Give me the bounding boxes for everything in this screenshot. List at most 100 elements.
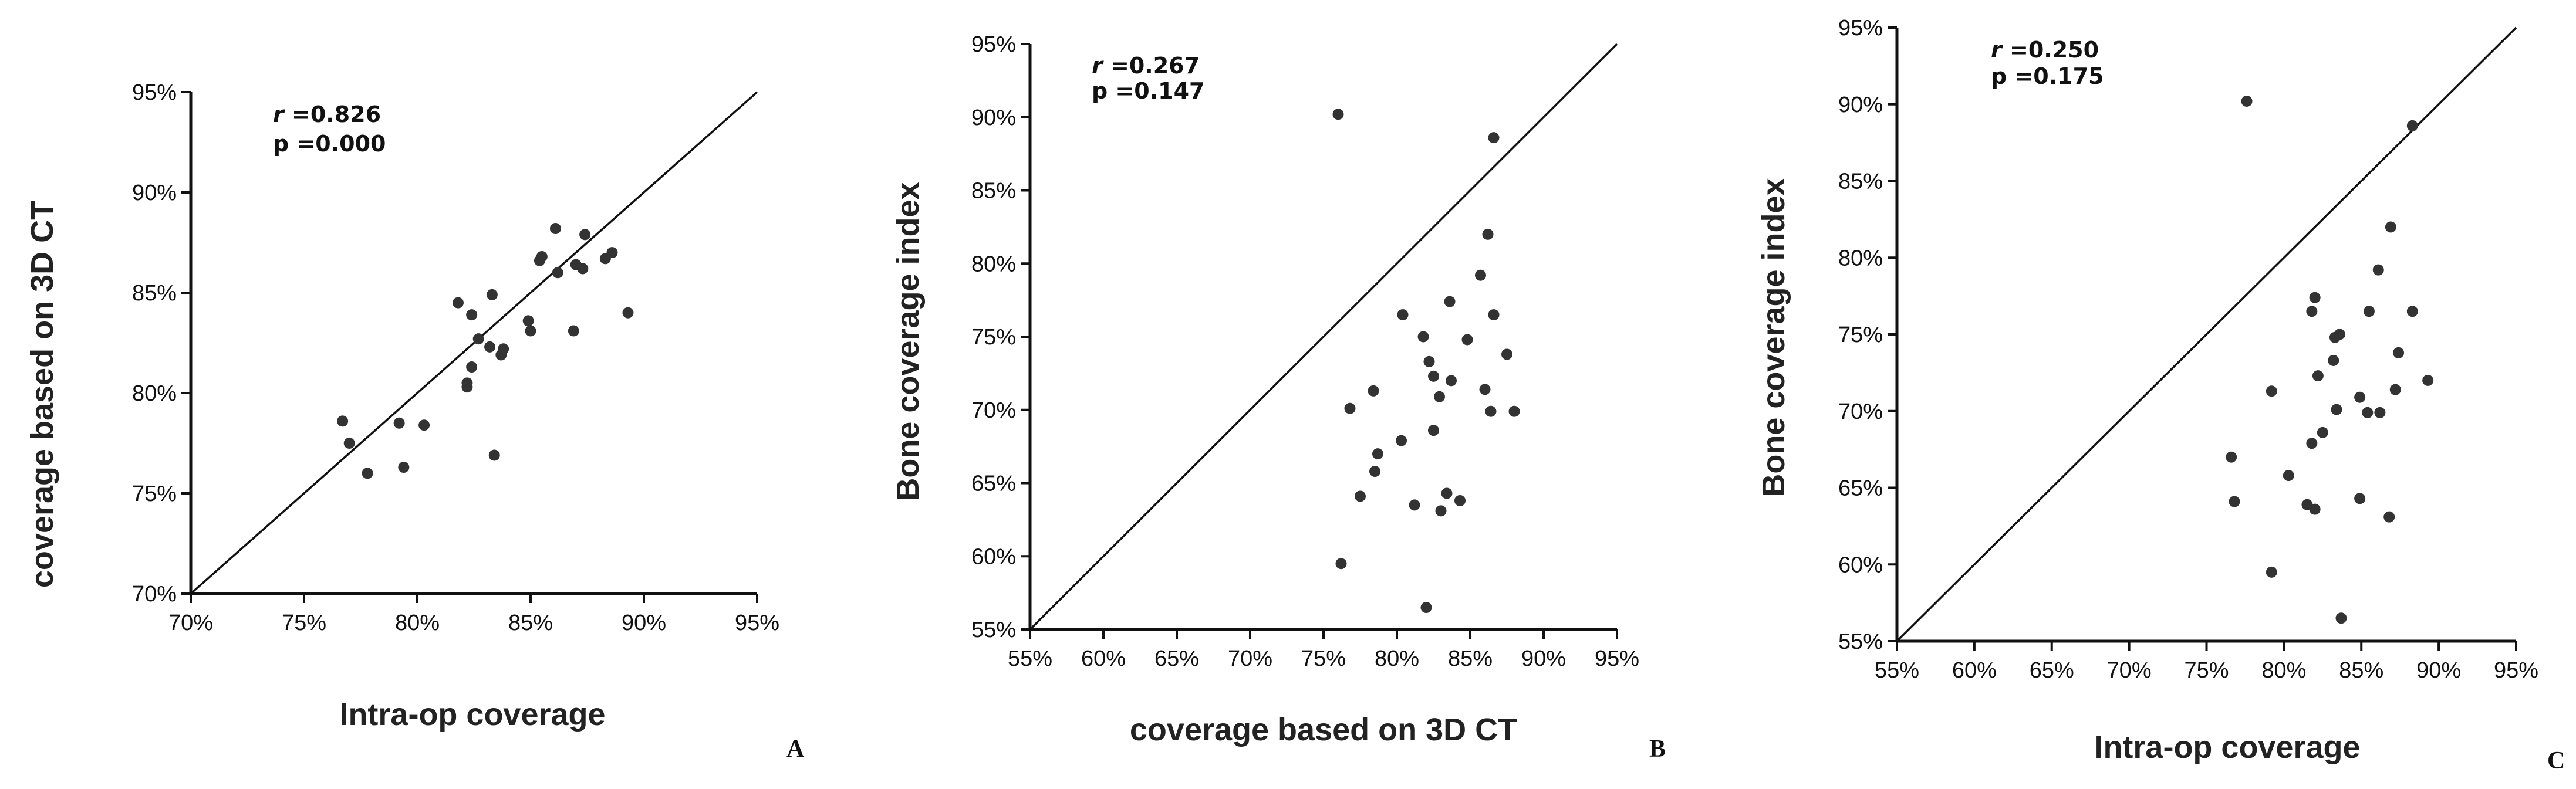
panel-a-x-tick-label: 85% [508, 611, 553, 635]
panel-a-data-point [484, 341, 496, 353]
panel-b-stat-p: p =0.147 [1092, 78, 1204, 104]
panel-b-x-tick-label: 60% [1081, 646, 1126, 671]
panel-a-x-tick-label: 95% [735, 611, 779, 635]
panel-b-data-point [1479, 384, 1491, 395]
panel-b-data-point [1417, 331, 1429, 343]
panel-a-data-point [577, 263, 589, 275]
panel-b-data-point [1461, 334, 1473, 346]
panel-c-data-point [2226, 451, 2237, 463]
panel-a-x-tick-label: 75% [282, 611, 326, 635]
panel-a-y-tick-label: 75% [132, 482, 177, 506]
panel-a-y-axis-title: coverage based on 3D CT [25, 201, 60, 588]
panel-a-data-point [466, 361, 478, 373]
panel-b-data-point [1344, 402, 1356, 414]
panel-a-data-point [393, 417, 405, 429]
panel-a-data-point [549, 223, 561, 235]
panel-b-x-tick-label: 55% [1008, 646, 1052, 671]
panel-c-data-point [2389, 384, 2401, 395]
panel-b-data-point [1409, 499, 1420, 511]
panel-b-r-value: =0.267 [1103, 53, 1200, 79]
panel-c-identity-line [1896, 26, 2517, 642]
panel-a-r-symbol: r [273, 101, 285, 127]
panel-b-data-point [1488, 132, 1500, 144]
panel-b-data-point [1420, 602, 1432, 614]
panel-b-data-point [1397, 309, 1409, 321]
panel-c: 55% 60% 65% 70% 75% 80% 85% 90% 95% 55% 60% 65% 70% 7… [1756, 16, 2565, 774]
panel-b-x-tick-label: 90% [1521, 646, 1566, 671]
panel-b-data-point [1423, 355, 1435, 367]
panel-c-data-point [2354, 391, 2366, 403]
panel-c-data-point [2283, 470, 2294, 482]
panel-c-data-point [2406, 120, 2418, 131]
panel-b-data-point [1396, 435, 1407, 446]
panel-b-x-tick-label: 70% [1228, 646, 1272, 671]
panel-c-y-tick-label: 95% [1838, 16, 1883, 40]
panel-b-data-point [1434, 391, 1445, 402]
panel-a-x-tick-label: 80% [395, 611, 440, 635]
panel-b-data-point [1428, 425, 1439, 436]
panel-c-x-tick-label: 65% [2030, 658, 2074, 683]
panel-c-r-value: =0.250 [2002, 37, 2099, 63]
panel-b-x-tick-label: 95% [1595, 646, 1639, 671]
panel-c-data-point [2363, 306, 2375, 317]
panel-c-x-tick-label: 75% [2184, 658, 2229, 683]
panel-b-data-point [1454, 495, 1466, 506]
panel-a-x-tick-label: 70% [168, 611, 213, 635]
panel-a-data-point [486, 289, 498, 300]
panel-b-x-tick-label: 80% [1375, 646, 1419, 671]
panel-c-data-point [2393, 347, 2405, 358]
panel-a-identity-line [190, 91, 758, 595]
panel-b-data-point [1508, 405, 1520, 417]
panel-c-data-point [2383, 511, 2395, 523]
panel-a-data-point [552, 267, 563, 279]
panel-a-stat-p: p =0.000 [273, 131, 386, 157]
panel-c-data-point [2266, 385, 2277, 397]
panel-c-y-tick-label: 55% [1838, 629, 1883, 654]
panel-c-y-tick-label: 80% [1838, 246, 1883, 270]
panel-a-data-point [452, 297, 464, 309]
panel-c-data-point [2331, 404, 2342, 415]
panel-c-data-point [2309, 503, 2321, 515]
panel-b-data-point [1485, 405, 1497, 417]
panel-c-data-point [2385, 221, 2396, 233]
panel-a-y-tick-label: 90% [132, 181, 177, 205]
panel-a-data-point [337, 415, 349, 427]
panel-b-data-point [1441, 487, 1453, 499]
panel-a-data-point [418, 419, 430, 431]
panel-b-data-point [1335, 558, 1347, 570]
panel-c-data-point [2317, 426, 2328, 438]
panel-b-data-point [1368, 385, 1379, 397]
panel-c-data-point [2362, 407, 2374, 418]
panel-b-data-point [1501, 348, 1512, 360]
panel-b: 55% 60% 65% 70% 75% 80% 85% 90% 95% 55% 60% 65% 70% 7… [890, 32, 1666, 763]
panel-a-data-point [606, 247, 618, 259]
panel-c-r-symbol: r [1991, 37, 2003, 63]
panel-b-y-tick-label: 70% [971, 398, 1016, 423]
panel-b-plot-area: 55% 60% 65% 70% 75% 80% 85% 90% 95% 55% 60% 65% 70% 7… [971, 32, 1639, 671]
panel-a-r-value: =0.826 [284, 101, 381, 127]
panel-c-data-point [2334, 329, 2345, 340]
panel-a-data-point [522, 315, 534, 327]
panel-a-data-point [622, 307, 634, 319]
panel-c-data-point [2312, 370, 2324, 382]
panel-b-data-point [1355, 490, 1366, 502]
panel-b-data-point [1435, 505, 1447, 517]
panel-c-data-point [2309, 292, 2321, 303]
panel-b-x-tick-label: 65% [1154, 646, 1199, 671]
panel-a-data-point [579, 229, 591, 241]
panel-b-y-tick-label: 90% [971, 106, 1016, 130]
panel-c-data-point [2372, 264, 2384, 276]
panel-a-data-point [488, 449, 500, 461]
panel-b-y-tick-label: 95% [971, 32, 1016, 57]
panel-a-letter: A [786, 736, 805, 763]
panel-b-data-point [1488, 309, 1500, 321]
panel-c-y-tick-label: 65% [1838, 476, 1883, 501]
panel-a-y-tick-label: 70% [132, 582, 177, 607]
panel-b-y-tick-label: 80% [971, 252, 1016, 276]
panel-a-data-point [568, 325, 579, 337]
panel-c-letter: C [2547, 747, 2565, 774]
panel-a: 70% 75% 80% 85% 90% 95% 70% 75% 80% 85% 90% 95% r =… [25, 80, 805, 763]
panel-c-x-tick-label: 55% [1875, 658, 1919, 683]
panel-b-x-axis-title: coverage based on 3D CT [1130, 712, 1517, 747]
